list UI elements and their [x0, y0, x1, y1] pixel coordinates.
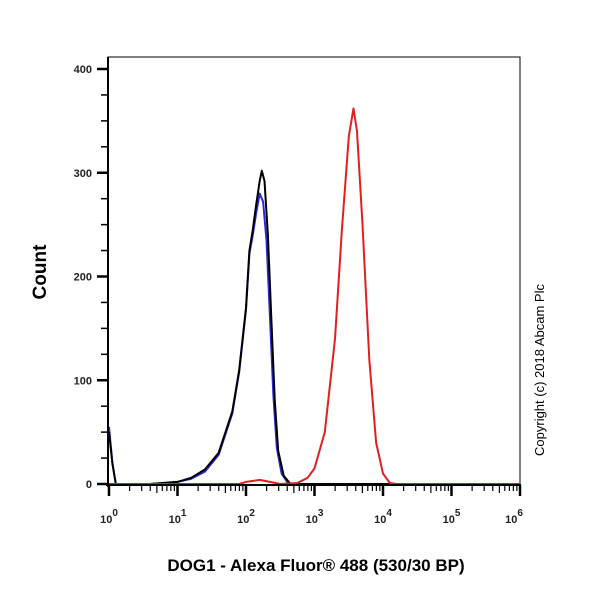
y-tick-label: 400 [74, 64, 92, 76]
x-axis-label: DOG1 - Alexa Fluor® 488 (530/30 BP) [167, 556, 464, 575]
y-tick-label: 200 [74, 272, 92, 284]
y-tick-label: 100 [74, 375, 92, 387]
x-tick-label: 106 [505, 508, 523, 526]
x-tick-label: 103 [306, 508, 324, 526]
y-axis-label: Count [30, 244, 51, 300]
plot-frame [107, 56, 521, 486]
x-tick-label: 102 [237, 508, 255, 526]
series-red-line [109, 107, 520, 485]
series-blue-line [108, 192, 520, 485]
series-black-line [108, 169, 520, 485]
x-tick-label: 101 [169, 508, 187, 526]
x-tick-label: 100 [100, 508, 118, 526]
y-tick-label: 300 [74, 168, 92, 180]
copyright-annotation: Copyright (c) 2018 Abcam Plc [532, 284, 547, 456]
x-tick-label: 105 [443, 508, 461, 526]
y-tick-label: 0 [86, 479, 92, 491]
x-tick-label: 104 [374, 508, 392, 526]
